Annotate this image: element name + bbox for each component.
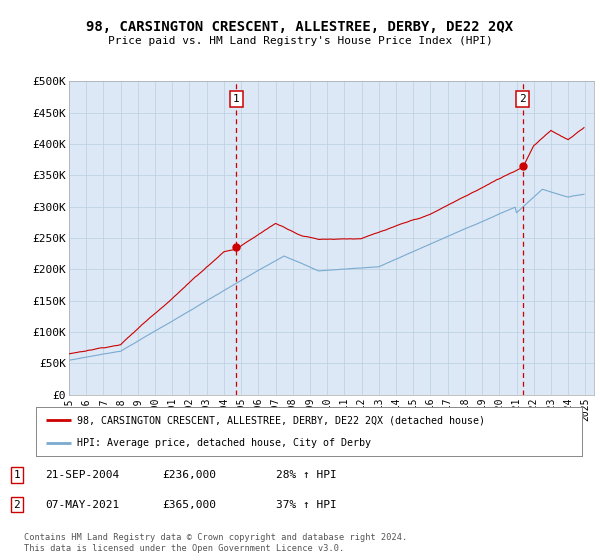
Text: £365,000: £365,000	[162, 500, 216, 510]
Text: 21-SEP-2004: 21-SEP-2004	[45, 470, 119, 480]
Text: 98, CARSINGTON CRESCENT, ALLESTREE, DERBY, DE22 2QX (detached house): 98, CARSINGTON CRESCENT, ALLESTREE, DERB…	[77, 416, 485, 426]
Text: Contains HM Land Registry data © Crown copyright and database right 2024.
This d: Contains HM Land Registry data © Crown c…	[24, 533, 407, 553]
Text: £236,000: £236,000	[162, 470, 216, 480]
Text: Price paid vs. HM Land Registry's House Price Index (HPI): Price paid vs. HM Land Registry's House …	[107, 36, 493, 46]
Text: 28% ↑ HPI: 28% ↑ HPI	[276, 470, 337, 480]
Text: 2: 2	[520, 94, 526, 104]
Text: HPI: Average price, detached house, City of Derby: HPI: Average price, detached house, City…	[77, 438, 371, 448]
Text: 1: 1	[233, 94, 239, 104]
Text: 1: 1	[13, 470, 20, 480]
Text: 2: 2	[13, 500, 20, 510]
Text: 98, CARSINGTON CRESCENT, ALLESTREE, DERBY, DE22 2QX: 98, CARSINGTON CRESCENT, ALLESTREE, DERB…	[86, 20, 514, 34]
Text: 37% ↑ HPI: 37% ↑ HPI	[276, 500, 337, 510]
Text: 07-MAY-2021: 07-MAY-2021	[45, 500, 119, 510]
